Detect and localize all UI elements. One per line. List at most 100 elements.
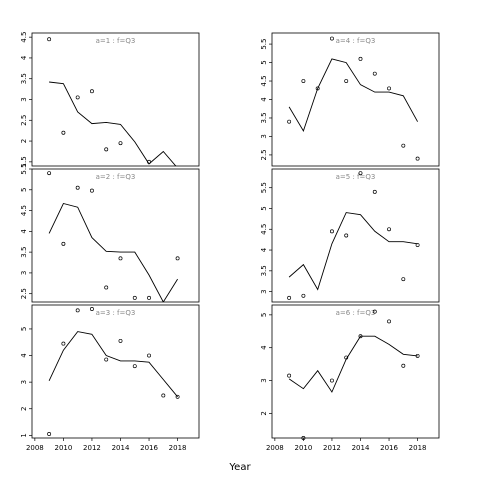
data-point [147,295,151,300]
data-point [104,285,109,290]
panel-frame [31,168,200,303]
y-tick-label: 2 [20,407,28,411]
y-tick-label: 4 [260,345,268,350]
y-tick-label: 4 [260,247,268,252]
data-point [415,353,420,358]
data-point [287,295,292,300]
series-line [48,331,178,398]
y-tick-label: 2.5 [20,115,28,126]
series-line [288,335,418,393]
data-point [132,295,137,300]
panel-a5: a=5 : f=Q3 3 3.5 4 4.5 5 5.5 [260,168,440,303]
x-tick-label: 2010 [54,444,72,452]
data-point [387,86,391,91]
y-tick-label: 4 [20,55,28,60]
data-point [358,56,363,61]
data-point [161,393,166,398]
data-point [47,171,52,176]
data-point [329,36,334,41]
data-point [329,378,334,383]
panel-a4: a=4 : f=Q3 2.5 3 3.5 4 4.5 5 5.5 [260,32,440,167]
y-tick-label: 3 [20,271,28,275]
data-point [75,95,80,100]
data-point [301,436,306,440]
data-point [372,71,377,76]
data-point [118,141,123,146]
y-tick-label: 3.5 [20,73,28,84]
data-point [415,243,420,248]
data-point [287,373,292,378]
x-tick-label: 2012 [323,444,341,452]
data-point [387,319,391,324]
data-point [75,185,80,190]
panel-a1: a=1 : f=Q3 1.5 2 2.5 3 3.5 4 4.5 [20,32,200,167]
y-tick-label: 1.5 [20,156,28,167]
x-tick-label: 2008 [266,444,284,452]
y-tick-label: 3.5 [260,265,268,276]
y-tick-label: 1 [20,433,28,437]
y-tick-label: 5 [260,206,268,210]
y-tick-label: 2.5 [20,288,28,299]
y-tick-label: 3 [260,289,268,293]
y-tick-label: 5.5 [260,182,268,193]
panel-label: a=5 : f=Q3 [336,173,376,181]
y-tick-label: 3 [20,97,28,101]
x-tick-label: 2012 [83,444,101,452]
panel-a6: a=6 : f=Q3 2 3 4 5 2008 2010 2012 2014 2016 2018 [260,304,440,452]
data-point [387,227,391,232]
data-point [301,79,306,83]
panels: a=1 : f=Q3 1.5 2 2.5 3 3.5 4 4.5 a=2 : f=Q3 2.5 3 3… [20,32,440,452]
panel-frame [31,32,200,167]
series-line [288,58,418,132]
panel-label: a=3 : f=Q3 [96,309,136,317]
panel-frame [271,304,440,439]
x-tick-label: 2018 [409,444,427,452]
y-tick-label: 4.5 [260,75,268,86]
panel-label: a=4 : f=Q3 [336,37,376,45]
y-tick-label: 4.5 [260,224,268,235]
data-point [401,143,406,148]
y-tick-label: 5 [260,60,268,64]
data-point [287,119,292,124]
x-axis-label: Year [228,462,251,473]
panel-label: a=2 : f=Q3 [96,173,136,181]
data-point [47,37,52,42]
panel-label: a=1 : f=Q3 [96,37,136,45]
x-tick-label: 2014 [352,444,370,452]
series-line [49,81,177,166]
panel-frame [271,168,440,303]
panel-a2: a=2 : f=Q3 2.5 3 3.5 4 4.5 5 5.5 [20,163,200,303]
y-tick-label: 3 [260,378,268,382]
panel-frame [31,304,200,439]
x-tick-label: 2016 [140,444,158,452]
panel-a3: a=3 : f=Q3 1 2 3 4 5 2008 2010 2012 2014 2016 2018 [20,304,200,452]
data-point [415,156,420,161]
data-point [89,307,94,311]
data-point [104,147,109,152]
data-point [61,341,66,346]
data-point [372,189,377,194]
data-point [61,241,66,246]
data-point [118,338,123,343]
data-point [401,363,406,368]
y-tick-label: 5 [20,327,28,331]
data-point [329,229,334,234]
panel-frame [271,32,440,167]
data-point [118,256,123,261]
series-line [48,202,178,302]
y-tick-label: 5 [260,313,268,317]
data-point [301,293,306,298]
y-tick-label: 4 [20,229,28,234]
data-point [147,159,151,164]
data-point [315,86,320,91]
y-tick-label: 4.5 [20,205,28,216]
y-tick-label: 3.5 [260,112,268,123]
y-tick-label: 4 [260,97,268,102]
y-tick-label: 2.5 [260,149,268,160]
data-point [358,334,363,339]
data-point [61,130,66,135]
data-point [344,233,349,238]
data-point [75,308,80,313]
data-point [175,394,180,399]
